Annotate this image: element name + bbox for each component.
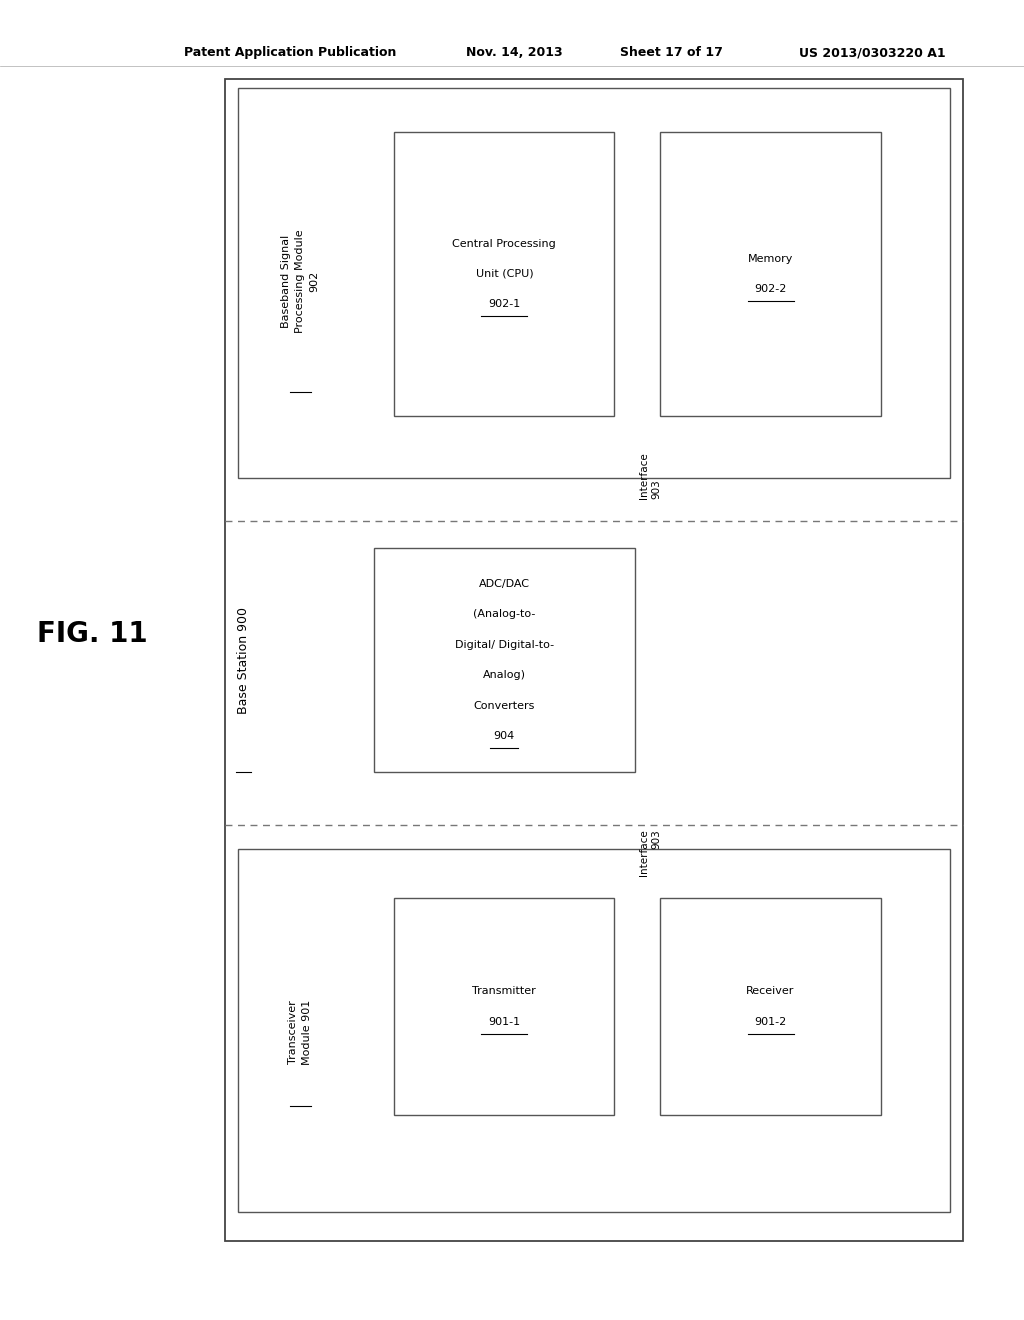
Text: Base Station 900: Base Station 900 xyxy=(238,606,250,714)
Text: Transmitter: Transmitter xyxy=(472,986,537,997)
Text: Baseband Signal
Processing Module
902: Baseband Signal Processing Module 902 xyxy=(281,230,319,333)
Bar xyxy=(374,548,635,772)
Text: 903: 903 xyxy=(651,829,662,849)
Text: Transceiver
Module 901: Transceiver Module 901 xyxy=(288,999,312,1065)
Bar xyxy=(238,849,950,1212)
Text: Patent Application Publication: Patent Application Publication xyxy=(184,46,396,59)
Text: Analog): Analog) xyxy=(483,671,525,680)
Text: Digital/ Digital-to-: Digital/ Digital-to- xyxy=(455,640,554,649)
Bar xyxy=(394,132,614,416)
Text: 902-1: 902-1 xyxy=(488,300,520,309)
Text: US 2013/0303220 A1: US 2013/0303220 A1 xyxy=(799,46,945,59)
Text: Interface: Interface xyxy=(639,453,649,499)
Text: Memory: Memory xyxy=(748,253,794,264)
Text: Interface: Interface xyxy=(639,829,649,875)
Text: 902-2: 902-2 xyxy=(755,284,786,294)
Text: 901-1: 901-1 xyxy=(488,1016,520,1027)
Text: Sheet 17 of 17: Sheet 17 of 17 xyxy=(620,46,722,59)
Text: (Analog-to-: (Analog-to- xyxy=(473,610,536,619)
Text: 903: 903 xyxy=(651,479,662,499)
Text: Receiver: Receiver xyxy=(746,986,795,997)
Bar xyxy=(394,898,614,1115)
Text: Central Processing: Central Processing xyxy=(453,239,556,248)
Bar xyxy=(225,79,963,1241)
Bar xyxy=(660,898,881,1115)
Text: 904: 904 xyxy=(494,731,515,741)
Text: Converters: Converters xyxy=(474,701,535,710)
Bar xyxy=(238,88,950,478)
Text: FIG. 11: FIG. 11 xyxy=(37,619,147,648)
Text: Nov. 14, 2013: Nov. 14, 2013 xyxy=(466,46,562,59)
Text: 901-2: 901-2 xyxy=(755,1016,786,1027)
Text: ADC/DAC: ADC/DAC xyxy=(479,579,529,589)
Text: Unit (CPU): Unit (CPU) xyxy=(475,269,534,279)
Bar xyxy=(660,132,881,416)
